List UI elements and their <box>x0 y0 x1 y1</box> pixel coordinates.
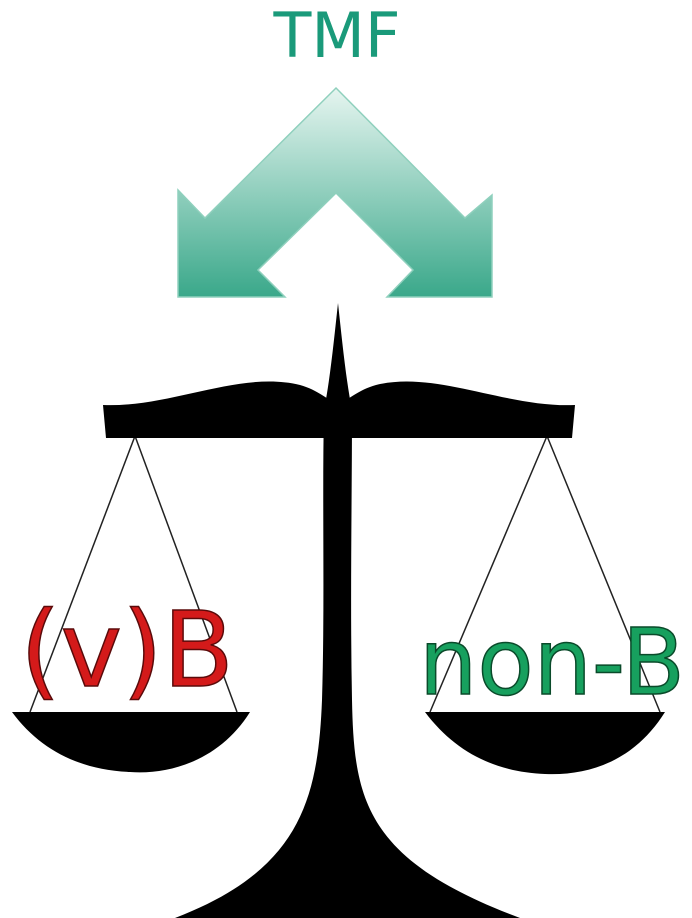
left-pan <box>12 712 250 772</box>
title: TMF <box>272 0 400 72</box>
right-label: non-B <box>419 609 685 716</box>
page: TMF (v)B non-B (() => { const data = JSO… <box>0 0 692 918</box>
diagram: TMF (v)B non-B <box>0 0 692 918</box>
double-arrow <box>178 88 492 297</box>
left-label: (v)B <box>20 589 234 711</box>
right-pan <box>425 712 665 774</box>
